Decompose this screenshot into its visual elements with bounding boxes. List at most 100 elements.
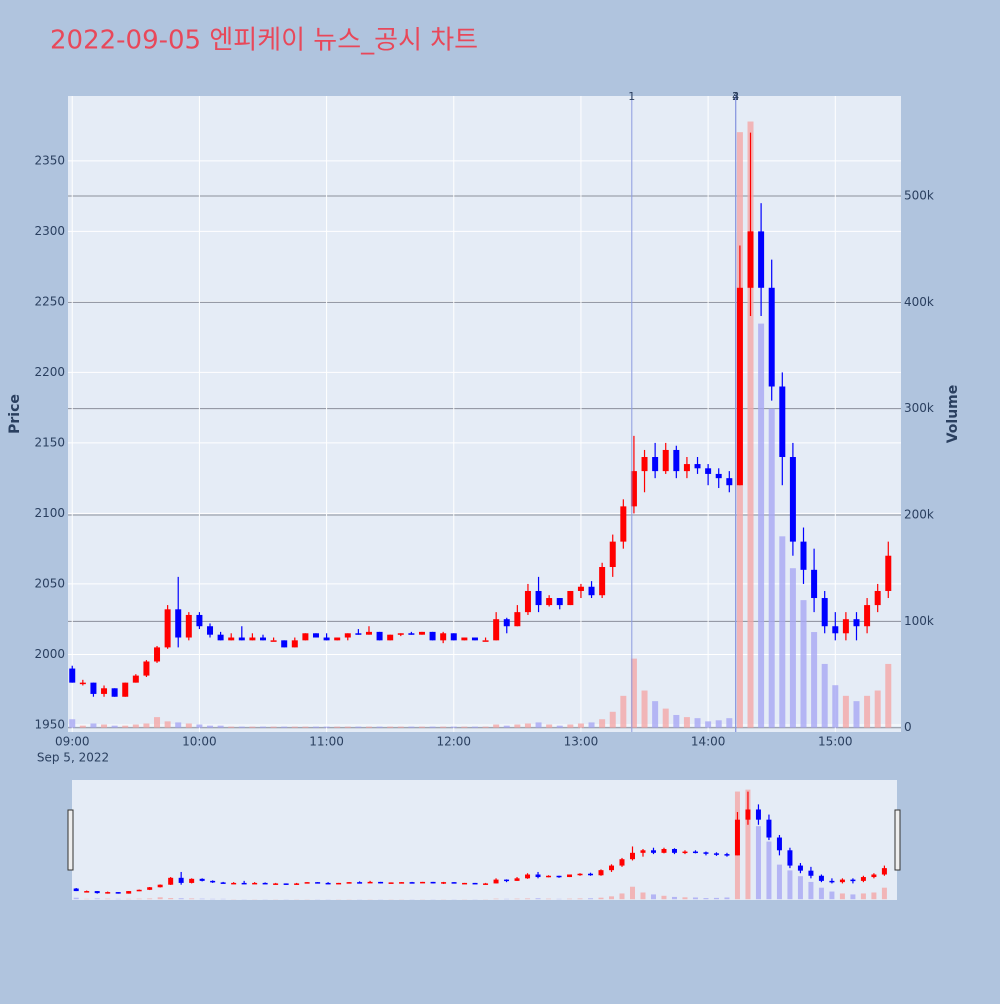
- candle-body: [398, 633, 404, 635]
- volume-bar: [387, 727, 393, 728]
- candle-body: [536, 591, 542, 605]
- candle-body: [808, 871, 813, 876]
- candle-body: [832, 626, 838, 633]
- candle-body: [186, 615, 192, 638]
- volume-bar: [599, 719, 605, 728]
- candle-body: [207, 626, 213, 634]
- candle-body: [357, 882, 362, 884]
- candle-body: [864, 605, 870, 626]
- candle-body: [473, 883, 478, 885]
- volume-bar: [567, 725, 573, 728]
- volume-bar: [345, 727, 351, 728]
- candle-body: [843, 619, 849, 633]
- candle-body: [716, 474, 722, 478]
- x-tick-label: 14:00: [691, 735, 726, 749]
- candle-body: [430, 632, 436, 640]
- candle-body: [800, 542, 806, 570]
- candle-body: [493, 619, 499, 640]
- candle-body: [105, 892, 110, 894]
- range-handle[interactable]: [895, 810, 900, 870]
- volume-bar: [137, 899, 142, 900]
- candle-body: [875, 591, 881, 605]
- volume-bar: [154, 717, 160, 728]
- volume-bar: [175, 722, 181, 727]
- y2-tick-label: 300k: [904, 401, 934, 415]
- volume-bar: [652, 701, 658, 728]
- volume-bar: [850, 894, 855, 899]
- candle-body: [249, 638, 255, 641]
- candle-body: [252, 883, 257, 885]
- candle-body: [95, 891, 100, 893]
- candle-body: [90, 683, 96, 694]
- volume-bar: [313, 727, 319, 728]
- candle-body: [218, 635, 224, 641]
- volume-bar: [165, 721, 171, 727]
- volume-bar: [69, 719, 75, 728]
- candle-body: [387, 635, 393, 641]
- chart-title: 2022-09-05 엔피케이 뉴스_공시 차트: [50, 26, 478, 56]
- candle-body: [588, 874, 593, 876]
- candle-body: [483, 883, 488, 885]
- candle-body: [735, 820, 740, 856]
- candle-body: [640, 850, 645, 853]
- candle-body: [420, 882, 425, 884]
- candle-body: [695, 464, 701, 468]
- volume-bar: [451, 727, 457, 728]
- range-handle[interactable]: [68, 810, 73, 870]
- volume-bar: [546, 725, 552, 728]
- candle-body: [210, 881, 215, 883]
- candle-body: [80, 683, 86, 685]
- volume-bar: [716, 720, 722, 727]
- volume-bar: [158, 897, 163, 899]
- volume-bar: [861, 893, 866, 899]
- candle-body: [147, 887, 152, 890]
- volume-bar: [758, 324, 764, 728]
- volume-bar: [239, 727, 245, 728]
- volume-bar: [74, 898, 79, 900]
- volume-bar: [472, 727, 478, 728]
- volume-bar: [779, 536, 785, 727]
- x-tick-label: 09:00: [55, 735, 90, 749]
- candle-body: [684, 464, 690, 471]
- volume-bar: [186, 723, 192, 727]
- candle-body: [578, 874, 583, 876]
- x-date-label: Sep 5, 2022: [37, 751, 109, 765]
- candle-body: [567, 875, 572, 878]
- candle-body: [472, 638, 478, 641]
- candle-body: [228, 638, 234, 641]
- candle-body: [589, 587, 595, 595]
- candle-body: [399, 882, 404, 884]
- candle-body: [126, 891, 131, 894]
- candle-body: [714, 853, 719, 855]
- candle-body: [882, 868, 887, 874]
- candle-body: [263, 883, 268, 885]
- candle-body: [179, 878, 184, 883]
- volume-bar: [682, 897, 687, 899]
- volume-bar: [724, 898, 729, 900]
- candle-body: [682, 852, 687, 854]
- plot-area: [68, 96, 901, 732]
- candle-body: [798, 866, 803, 871]
- volume-bar: [95, 898, 100, 899]
- candle-body: [326, 883, 331, 885]
- x-tick-label: 10:00: [182, 735, 217, 749]
- candle-body: [281, 640, 287, 647]
- candle-body: [494, 880, 499, 884]
- candle-body: [630, 853, 635, 859]
- candle-body: [158, 885, 163, 888]
- candle-body: [74, 889, 79, 892]
- volume-bar: [249, 727, 255, 728]
- candle-body: [440, 633, 446, 640]
- candle-body: [829, 881, 834, 883]
- candle-body: [514, 612, 520, 626]
- candle-body: [546, 876, 551, 878]
- candle-body: [452, 882, 457, 884]
- volume-bar: [578, 898, 583, 899]
- y2-axis-title: Volume: [945, 385, 961, 444]
- volume-bar: [695, 718, 701, 728]
- range-slider[interactable]: [72, 780, 897, 900]
- candle-body: [737, 288, 743, 485]
- volume-bar: [790, 568, 796, 728]
- candle-body: [271, 640, 277, 642]
- candle-body: [101, 688, 107, 694]
